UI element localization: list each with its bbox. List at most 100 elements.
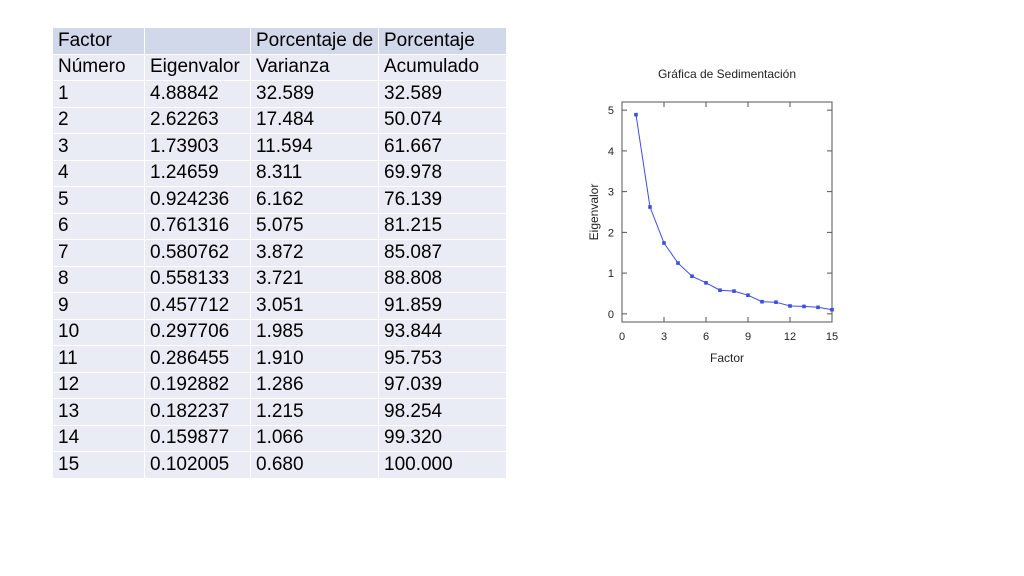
table-row: 12 0.192882 1.286 97.039 <box>52 371 507 399</box>
x-tick-label: 0 <box>619 331 625 343</box>
cell-eigenvalue: 0.159877 <box>144 424 251 452</box>
cell-eigenvalue: 0.192882 <box>144 371 251 399</box>
header-row: Número Eigenvalor Varianza Acumulado <box>52 53 507 81</box>
header-factor-line2: Número <box>52 53 145 81</box>
cell-pct-variance: 1.066 <box>250 424 379 452</box>
cell-factor-number: 2 <box>52 106 145 134</box>
cell-pct-cumulative: 97.039 <box>378 371 507 399</box>
plot-frame <box>621 101 833 323</box>
table-row: 4 1.24659 8.311 69.978 <box>52 159 507 187</box>
table-row: 7 0.580762 3.872 85.087 <box>52 239 507 267</box>
cell-factor-number: 5 <box>52 186 145 214</box>
chart-title: Gráfica de Sedimentación <box>658 67 796 81</box>
y-tick-label: 2 <box>608 227 614 239</box>
x-tick-label: 3 <box>661 331 667 343</box>
table-row: 9 0.457712 3.051 91.859 <box>52 292 507 320</box>
cell-eigenvalue: 0.286455 <box>144 345 251 373</box>
x-tick-label: 15 <box>826 331 838 343</box>
cell-pct-variance: 1.215 <box>250 398 379 426</box>
cell-pct-cumulative: 98.254 <box>378 398 507 426</box>
data-point <box>648 205 652 209</box>
header-row: Factor Porcentaje de Porcentaje <box>52 27 507 55</box>
cell-pct-variance: 3.872 <box>250 239 379 267</box>
cell-pct-variance: 6.162 <box>250 186 379 214</box>
data-point <box>802 304 806 309</box>
cell-factor-number: 12 <box>52 371 145 399</box>
cell-eigenvalue: 0.182237 <box>144 398 251 426</box>
cell-pct-variance: 32.589 <box>250 80 379 108</box>
cell-factor-number: 7 <box>52 239 145 267</box>
cell-pct-variance: 8.311 <box>250 159 379 187</box>
cell-factor-number: 4 <box>52 159 145 187</box>
cell-eigenvalue: 0.761316 <box>144 212 251 240</box>
cell-pct-cumulative: 93.844 <box>378 318 507 346</box>
cell-eigenvalue: 1.24659 <box>144 159 251 187</box>
cell-pct-cumulative: 99.320 <box>378 424 507 452</box>
table-row: 6 0.761316 5.075 81.215 <box>52 212 507 240</box>
x-axis-label: Factor <box>710 351 744 365</box>
x-tick-label: 9 <box>745 331 751 343</box>
cell-pct-cumulative: 61.667 <box>378 133 507 161</box>
x-tick-label: 6 <box>703 331 709 343</box>
cell-pct-cumulative: 32.589 <box>378 80 507 108</box>
data-point <box>732 289 736 293</box>
data-point <box>774 300 778 304</box>
header-pct-cum-line2: Acumulado <box>378 53 507 81</box>
table-row: 3 1.73903 11.594 61.667 <box>52 133 507 161</box>
data-point <box>704 281 708 285</box>
cell-pct-cumulative: 81.215 <box>378 212 507 240</box>
table-row: 5 0.924236 6.162 76.139 <box>52 186 507 214</box>
cell-eigenvalue: 4.88842 <box>144 80 251 108</box>
data-point <box>760 299 764 304</box>
header-pct-cum-line1: Porcentaje <box>378 27 507 55</box>
cell-factor-number: 9 <box>52 292 145 320</box>
cell-pct-cumulative: 95.753 <box>378 345 507 373</box>
data-point <box>690 274 694 278</box>
cell-pct-variance: 0.680 <box>250 451 379 479</box>
cell-pct-cumulative: 69.978 <box>378 159 507 187</box>
header-pct-var-line1: Porcentaje de <box>250 27 379 55</box>
cell-factor-number: 15 <box>52 451 145 479</box>
table-row: 15 0.102005 0.680 100.000 <box>52 451 507 479</box>
data-point <box>634 112 638 117</box>
y-axis-label: Eigenvalor <box>587 184 601 241</box>
cell-eigenvalue: 0.558133 <box>144 265 251 293</box>
y-tick-label: 3 <box>608 187 614 199</box>
cell-pct-variance: 3.051 <box>250 292 379 320</box>
cell-pct-cumulative: 88.808 <box>378 265 507 293</box>
header-eigen-line2: Eigenvalor <box>144 53 251 81</box>
table-row: 8 0.558133 3.721 88.808 <box>52 265 507 293</box>
cell-pct-cumulative: 50.074 <box>378 106 507 134</box>
data-point <box>676 261 680 265</box>
table-row: 13 0.182237 1.215 98.254 <box>52 398 507 426</box>
data-point <box>718 288 722 292</box>
data-point <box>816 305 820 310</box>
table-row: 2 2.62263 17.484 50.074 <box>52 106 507 134</box>
cell-factor-number: 6 <box>52 212 145 240</box>
cell-eigenvalue: 0.102005 <box>144 451 251 479</box>
cell-pct-cumulative: 76.139 <box>378 186 507 214</box>
x-tick-label: 12 <box>784 331 796 343</box>
table-row: 1 4.88842 32.589 32.589 <box>52 80 507 108</box>
cell-pct-variance: 11.594 <box>250 133 379 161</box>
data-point <box>788 304 792 308</box>
cell-pct-variance: 17.484 <box>250 106 379 134</box>
cell-factor-number: 11 <box>52 345 145 373</box>
cell-factor-number: 10 <box>52 318 145 346</box>
y-tick-label: 1 <box>608 268 614 280</box>
cell-factor-number: 8 <box>52 265 145 293</box>
cell-eigenvalue: 2.62263 <box>144 106 251 134</box>
cell-eigenvalue: 0.297706 <box>144 318 251 346</box>
header-factor-line1: Factor <box>52 27 145 55</box>
cell-factor-number: 3 <box>52 133 145 161</box>
cell-factor-number: 1 <box>52 80 145 108</box>
table-row: 10 0.297706 1.985 93.844 <box>52 318 507 346</box>
cell-eigenvalue: 0.924236 <box>144 186 251 214</box>
data-point <box>662 241 666 245</box>
table-row: 14 0.159877 1.066 99.320 <box>52 424 507 452</box>
cell-factor-number: 14 <box>52 424 145 452</box>
data-point <box>830 307 834 312</box>
header-eigen-line1 <box>144 27 251 55</box>
factor-table: Factor Porcentaje de Porcentaje Número Eigen… <box>52 27 507 479</box>
